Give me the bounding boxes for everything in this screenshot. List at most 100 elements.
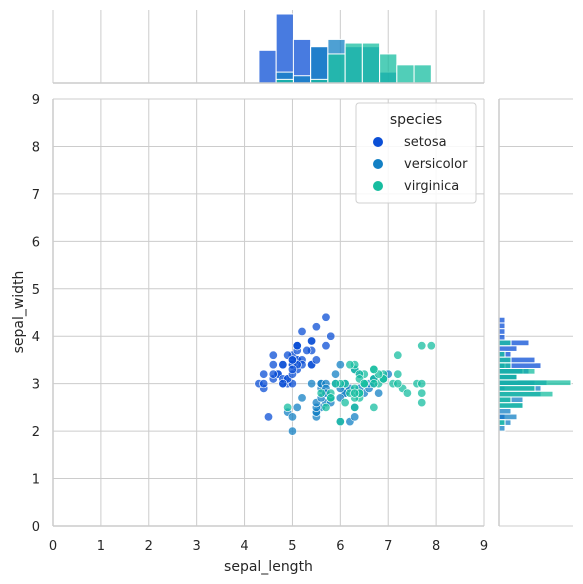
scatter-point-virginica [369, 379, 379, 389]
scatter-point-versicolor [350, 412, 360, 422]
y-tick-label: 5 [32, 283, 40, 298]
scatter-point-versicolor [335, 360, 345, 370]
hist-bar-x-versicolor [292, 75, 312, 84]
scatter-point-versicolor [331, 369, 341, 379]
marginal-x-histogram [258, 13, 432, 84]
scatter-point-versicolor [297, 393, 307, 403]
y-tick-label: 2 [32, 425, 40, 440]
scatter-point-setosa [297, 326, 307, 336]
hist-bar-y-setosa [498, 316, 506, 324]
x-tick-label: 6 [336, 539, 344, 554]
scatter-point-virginica [359, 379, 369, 389]
y-tick-label: 4 [32, 330, 40, 345]
marginal-y-grid [499, 98, 573, 527]
scatter-point-virginica [417, 398, 427, 408]
hist-bar-y-virginica [498, 385, 536, 392]
y-tick-label: 3 [32, 378, 40, 393]
hist-bar-y-virginica [498, 362, 512, 369]
y-tick-label: 8 [32, 140, 40, 155]
x-tick-labels: 0 1 2 3 4 5 6 7 8 9 [49, 539, 488, 554]
hist-bar-x-virginica [344, 42, 363, 84]
hist-bar-y-setosa [498, 328, 506, 335]
hist-bar-y-virginica [498, 379, 572, 387]
scatter-point-setosa [287, 364, 297, 374]
scatter-point-virginica [426, 341, 436, 351]
scatter-point-setosa [268, 360, 278, 370]
hist-bar-y-virginica [498, 356, 512, 364]
scatter-point-setosa [311, 355, 321, 365]
hist-bar-y-virginica [498, 350, 506, 358]
hist-bar-y-virginica [498, 396, 512, 404]
hist-bar-x-virginica [327, 53, 346, 84]
x-tick-label: 2 [145, 539, 153, 554]
hist-bar-y-virginica [498, 402, 524, 409]
x-tick-label: 9 [480, 539, 488, 554]
x-tick-label: 8 [432, 539, 440, 554]
scatter-point-setosa [321, 312, 331, 322]
y-tick-label: 1 [32, 473, 40, 488]
scatter-point-setosa [268, 350, 278, 360]
legend-marker-setosa [373, 137, 383, 147]
hist-bar-y-virginica [498, 373, 518, 381]
scatter-point-virginica [331, 379, 341, 389]
hist-bar-y-versicolor [498, 413, 518, 421]
x-tick-label: 4 [240, 539, 248, 554]
y-axis-label: sepal_width [11, 271, 27, 354]
hist-bar-x-virginica [361, 42, 381, 84]
x-axis-label: sepal_length [224, 559, 313, 575]
scatter-point-virginica [340, 398, 350, 408]
scatter-point-virginica [369, 402, 379, 412]
scatter-point-setosa [302, 345, 312, 355]
scatter-points [254, 312, 436, 436]
x-tick-label: 7 [384, 539, 392, 554]
scatter-point-virginica [350, 402, 360, 412]
scatter-point-virginica [417, 379, 427, 389]
legend-label-virginica: virginica [404, 179, 459, 194]
scatter-point-versicolor [307, 379, 317, 389]
scatter-point-virginica [326, 393, 336, 403]
legend-label-setosa: setosa [404, 135, 447, 150]
hist-bar-x-virginica [379, 53, 398, 84]
y-tick-labels: 0 1 2 3 4 5 6 7 8 9 [32, 93, 40, 535]
scatter-point-virginica [335, 417, 345, 427]
scatter-point-setosa [268, 369, 278, 379]
scatter-point-versicolor [292, 402, 302, 412]
marginal-y-histogram [498, 316, 572, 432]
x-tick-label: 5 [288, 539, 296, 554]
hist-bar-x-virginica [413, 64, 432, 84]
scatter-point-virginica [283, 402, 293, 412]
scatter-point-setosa [259, 379, 269, 389]
legend-frame [355, 102, 477, 204]
scatter-point-setosa [311, 322, 321, 332]
scatter-point-virginica [369, 364, 379, 374]
hist-bar-y-setosa [498, 345, 518, 352]
axis-spines [52, 82, 500, 527]
hist-bar-y-virginica [498, 419, 506, 426]
scatter-point-virginica [393, 379, 403, 389]
hist-bar-y-setosa [498, 333, 506, 341]
y-tick-label: 0 [32, 520, 40, 535]
marginal-x-grid [52, 10, 485, 83]
x-tick-label: 3 [193, 539, 201, 554]
scatter-point-virginica [402, 388, 412, 398]
legend-title: species [390, 112, 442, 128]
scatter-point-setosa [263, 412, 273, 422]
legend-label-versicolor: versicolor [404, 157, 468, 172]
scatter-point-setosa [278, 379, 288, 389]
hist-bar-y-virginica [498, 390, 554, 398]
hist-bar-y-setosa [498, 322, 506, 330]
scatter-point-setosa [292, 341, 302, 351]
hist-bar-x-setosa [258, 49, 277, 84]
y-tick-label: 6 [32, 235, 40, 250]
y-tick-label: 9 [32, 93, 40, 108]
hist-bar-y-virginica [498, 367, 536, 375]
hist-bar-y-versicolor [498, 424, 506, 432]
scatter-point-virginica [345, 360, 355, 370]
hist-bar-y-versicolor [498, 407, 512, 415]
x-tick-label: 1 [97, 539, 105, 554]
scatter-point-virginica [316, 388, 326, 398]
legend-marker-versicolor [373, 159, 383, 169]
scatter-point-virginica [393, 369, 403, 379]
scatter-point-virginica [393, 350, 403, 360]
